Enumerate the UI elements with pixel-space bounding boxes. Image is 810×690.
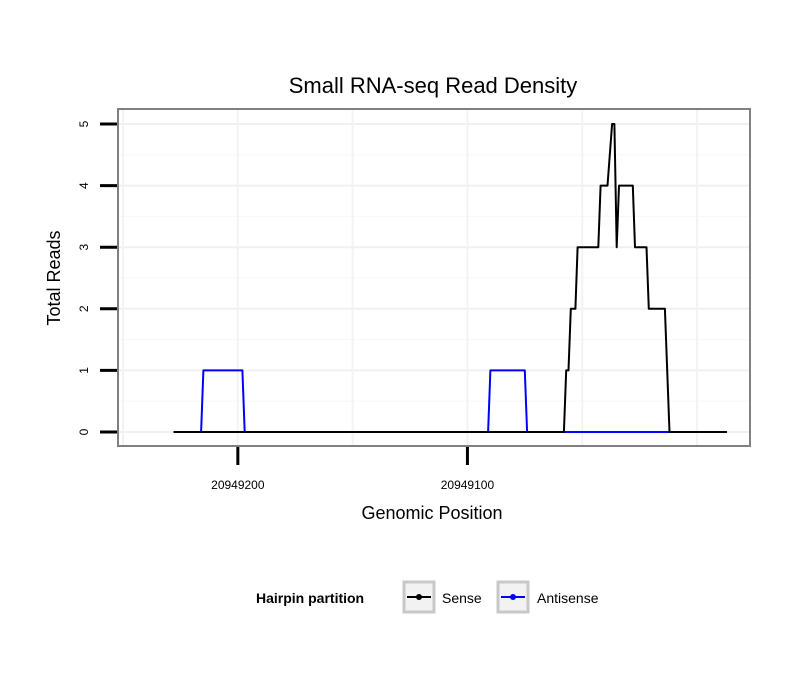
x-tick-label: 20949100 [441,478,495,492]
legend-entry-antisense: Antisense [496,580,599,614]
legend-entry-sense: Sense [402,580,482,614]
chart-title: Small RNA-seq Read Density [289,73,578,98]
series-layer [173,123,727,433]
y-axis-label: Total Reads [44,230,64,325]
grid-lines [118,109,750,446]
legend-point-antisense [510,594,516,600]
x-axis-label: Genomic Position [361,503,502,523]
y-tick-label: 1 [77,367,91,374]
y-tick-label: 5 [77,120,91,127]
legend-label-antisense: Antisense [537,590,599,606]
y-tick-label: 2 [77,305,91,312]
legend: Hairpin partition Sense Antisense [256,580,599,614]
y-tick-label: 4 [77,182,91,189]
series-line-sense [173,123,727,433]
legend-label-sense: Sense [442,590,482,606]
x-axis: 20949200 20949100 [211,447,494,492]
y-tick-label: 0 [77,428,91,435]
plot-panel-border [117,108,751,447]
x-tick-label: 20949200 [211,478,265,492]
y-tick-label: 3 [77,244,91,251]
y-axis: 0 1 2 3 4 5 [77,120,117,435]
legend-title: Hairpin partition [256,590,364,606]
legend-point-sense [416,594,422,600]
